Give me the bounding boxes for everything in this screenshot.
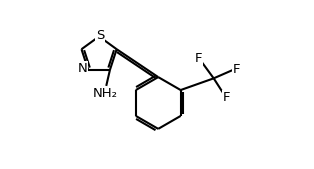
Text: NH₂: NH₂: [93, 87, 117, 100]
Text: F: F: [222, 91, 230, 104]
Text: F: F: [194, 52, 202, 65]
Text: S: S: [96, 29, 105, 42]
Text: F: F: [233, 63, 240, 76]
Text: N: N: [78, 62, 88, 75]
